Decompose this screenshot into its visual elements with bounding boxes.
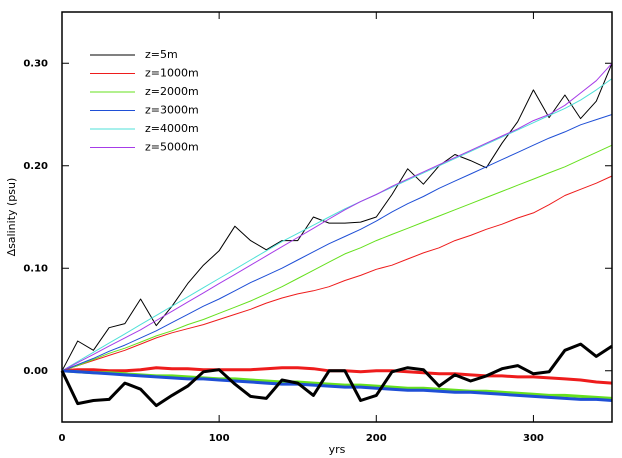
legend-label: z=5m xyxy=(145,48,178,61)
plot-frame xyxy=(61,11,613,423)
x-tick-label: 300 xyxy=(523,433,544,444)
series-line xyxy=(61,175,613,372)
x-axis-label: yrs xyxy=(329,443,346,456)
series-line xyxy=(61,62,613,372)
x-tick-label: 200 xyxy=(366,433,387,444)
legend-label: z=4000m xyxy=(145,122,199,135)
y-tick-label: 0.10 xyxy=(23,263,48,274)
series-line xyxy=(61,144,613,372)
series-line xyxy=(61,369,613,402)
series-line xyxy=(61,78,613,372)
y-tick-label: 0.20 xyxy=(23,161,48,172)
y-axis-label: ∆salinity (psu) xyxy=(5,178,18,258)
legend-label: z=2000m xyxy=(145,85,199,98)
legend-label: z=3000m xyxy=(145,104,199,117)
series-line xyxy=(61,114,613,372)
legend-label: z=5000m xyxy=(145,141,199,154)
x-tick-label: 0 xyxy=(59,433,66,444)
series-line xyxy=(61,63,613,372)
series-line xyxy=(60,342,613,408)
y-tick-label: 0.00 xyxy=(23,366,48,377)
legend-label: z=1000m xyxy=(145,67,199,80)
y-tick-label: 0.30 xyxy=(23,58,48,69)
x-tick-label: 100 xyxy=(209,433,230,444)
